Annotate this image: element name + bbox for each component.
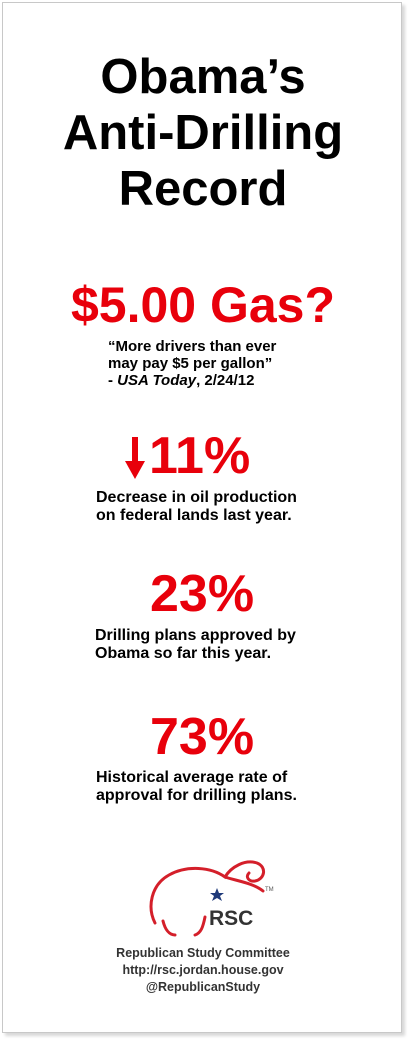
footer: Republican Study Committee http://rsc.jo… [3, 945, 403, 996]
gas-quote: “More drivers than ever may pay $5 per g… [108, 338, 276, 389]
stat-desc-line: approval for drilling plans. [96, 787, 297, 804]
footer-org: Republican Study Committee [116, 946, 290, 960]
stat-desc-line: Drilling plans approved by [95, 627, 296, 644]
source-prefix: - [108, 372, 118, 389]
stat-desc-decrease: Decrease in oil production on federal la… [96, 489, 297, 525]
footer-handle[interactable]: @RepublicanStudy [145, 980, 261, 994]
title-line-3: Record [118, 162, 288, 216]
stat-desc-approved: Drilling plans approved by Obama so far … [95, 627, 296, 663]
title-line-1: Obama’s [100, 50, 306, 104]
stat-value-decrease: 11% [149, 427, 251, 485]
infographic-frame: Obama’s Anti-Drilling Record $5.00 Gas? … [2, 2, 402, 1033]
quote-source: - USA Today, 2/24/12 [108, 372, 276, 389]
stat-desc-line: Decrease in oil production [96, 489, 297, 506]
title-line-2: Anti-Drilling [62, 106, 344, 160]
trademark-mark: TM [265, 887, 274, 893]
quote-line-2: may pay $5 per gallon” [108, 355, 273, 372]
source-name: USA Today [117, 372, 197, 389]
down-arrow-icon [125, 437, 145, 479]
stat-value-approved: 23% [150, 565, 255, 623]
stat-desc-line: on federal lands last year. [96, 507, 292, 524]
elephant-logo-icon: RSC TM [149, 860, 274, 937]
gas-headline: $5.00 Gas? [70, 277, 336, 333]
quote-line-1: “More drivers than ever [108, 338, 277, 355]
stat-desc-line: Historical average rate of [96, 769, 288, 786]
footer-url[interactable]: http://rsc.jordan.house.gov [122, 963, 284, 977]
stat-value-historical: 73% [150, 708, 255, 766]
page-title: Obama’s Anti-Drilling Record [3, 49, 403, 217]
stat-desc-historical: Historical average rate of approval for … [96, 769, 297, 805]
logo-text: RSC [209, 907, 253, 930]
stat-desc-line: Obama so far this year. [95, 645, 272, 662]
source-date: , 2/24/12 [196, 372, 255, 389]
